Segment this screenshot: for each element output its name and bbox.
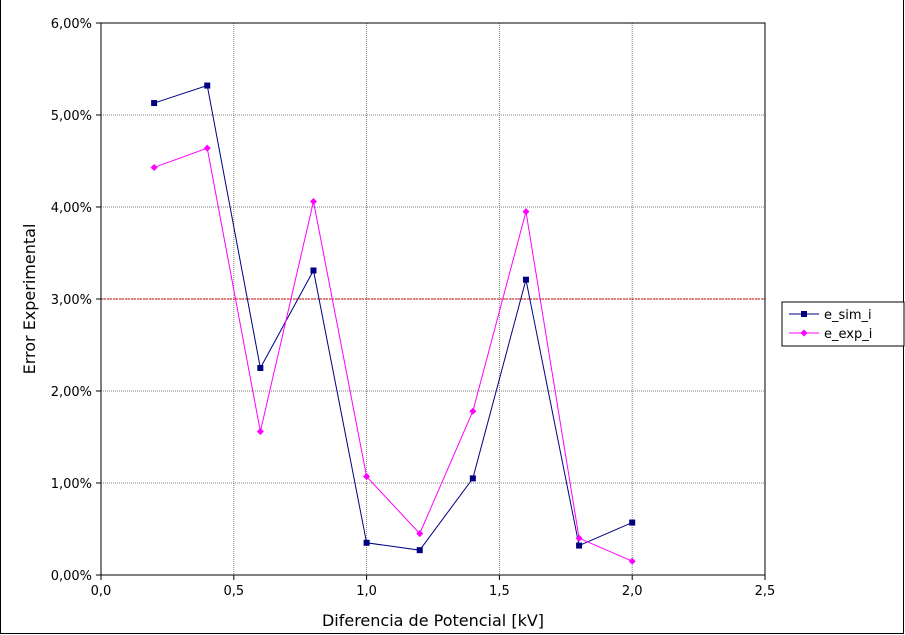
legend-label: e_sim_i — [824, 308, 872, 323]
data-point — [576, 542, 583, 549]
y-tick-label: 2,00% — [51, 385, 92, 400]
x-tick-label: 2,5 — [755, 584, 776, 599]
y-tick-label: 5,00% — [51, 109, 92, 124]
x-tick-label: 1,0 — [356, 584, 377, 599]
data-point — [256, 427, 264, 435]
y-tick-label: 1,00% — [51, 477, 92, 492]
legend-marker — [801, 311, 807, 317]
series-e_sim_i — [151, 82, 636, 554]
data-point — [150, 163, 158, 171]
y-axis-label: Error Experimental — [20, 224, 39, 375]
legend-label: e_exp_i — [824, 327, 872, 342]
data-point — [363, 473, 371, 481]
y-tick-label: 0,00% — [51, 569, 92, 584]
legend-marker — [800, 329, 808, 337]
y-tick-label: 3,00% — [51, 293, 92, 308]
legend-item: e_sim_i — [789, 308, 872, 323]
x-tick-label: 0,0 — [91, 584, 112, 599]
legend: e_sim_i e_exp_i — [781, 301, 905, 347]
data-point — [575, 534, 583, 542]
data-point — [204, 82, 211, 89]
data-point — [309, 197, 317, 205]
series-e_exp_i — [150, 144, 636, 565]
data-point — [257, 365, 264, 371]
series-line — [153, 147, 633, 562]
series-layer — [150, 82, 636, 565]
y-axis-ticks: 0,00% 1,00% 2,00% 3,00% 4,00% 5,00% 6,00% — [51, 17, 101, 584]
data-point — [469, 407, 477, 415]
x-axis-label: Diferencia de Potencial [kV] — [322, 611, 544, 630]
x-axis-ticks: 0,0 0,5 1,0 1,5 2,0 2,5 — [91, 575, 776, 599]
x-tick-label: 2,0 — [622, 584, 643, 599]
legend-box — [781, 301, 905, 347]
data-point — [522, 208, 530, 216]
data-point — [629, 519, 636, 526]
data-point — [628, 557, 636, 565]
series-line — [153, 84, 633, 551]
x-tick-label: 0,5 — [223, 584, 244, 599]
data-point — [310, 267, 317, 274]
data-point — [203, 144, 211, 152]
data-point — [151, 100, 158, 107]
data-point — [469, 475, 476, 482]
data-point — [363, 539, 370, 546]
data-point — [416, 547, 423, 554]
legend-item: e_exp_i — [789, 327, 872, 342]
y-tick-label: 6,00% — [51, 17, 92, 32]
data-point — [416, 530, 424, 538]
data-point — [522, 276, 529, 283]
x-tick-label: 1,5 — [489, 584, 510, 599]
y-tick-label: 4,00% — [51, 201, 92, 216]
